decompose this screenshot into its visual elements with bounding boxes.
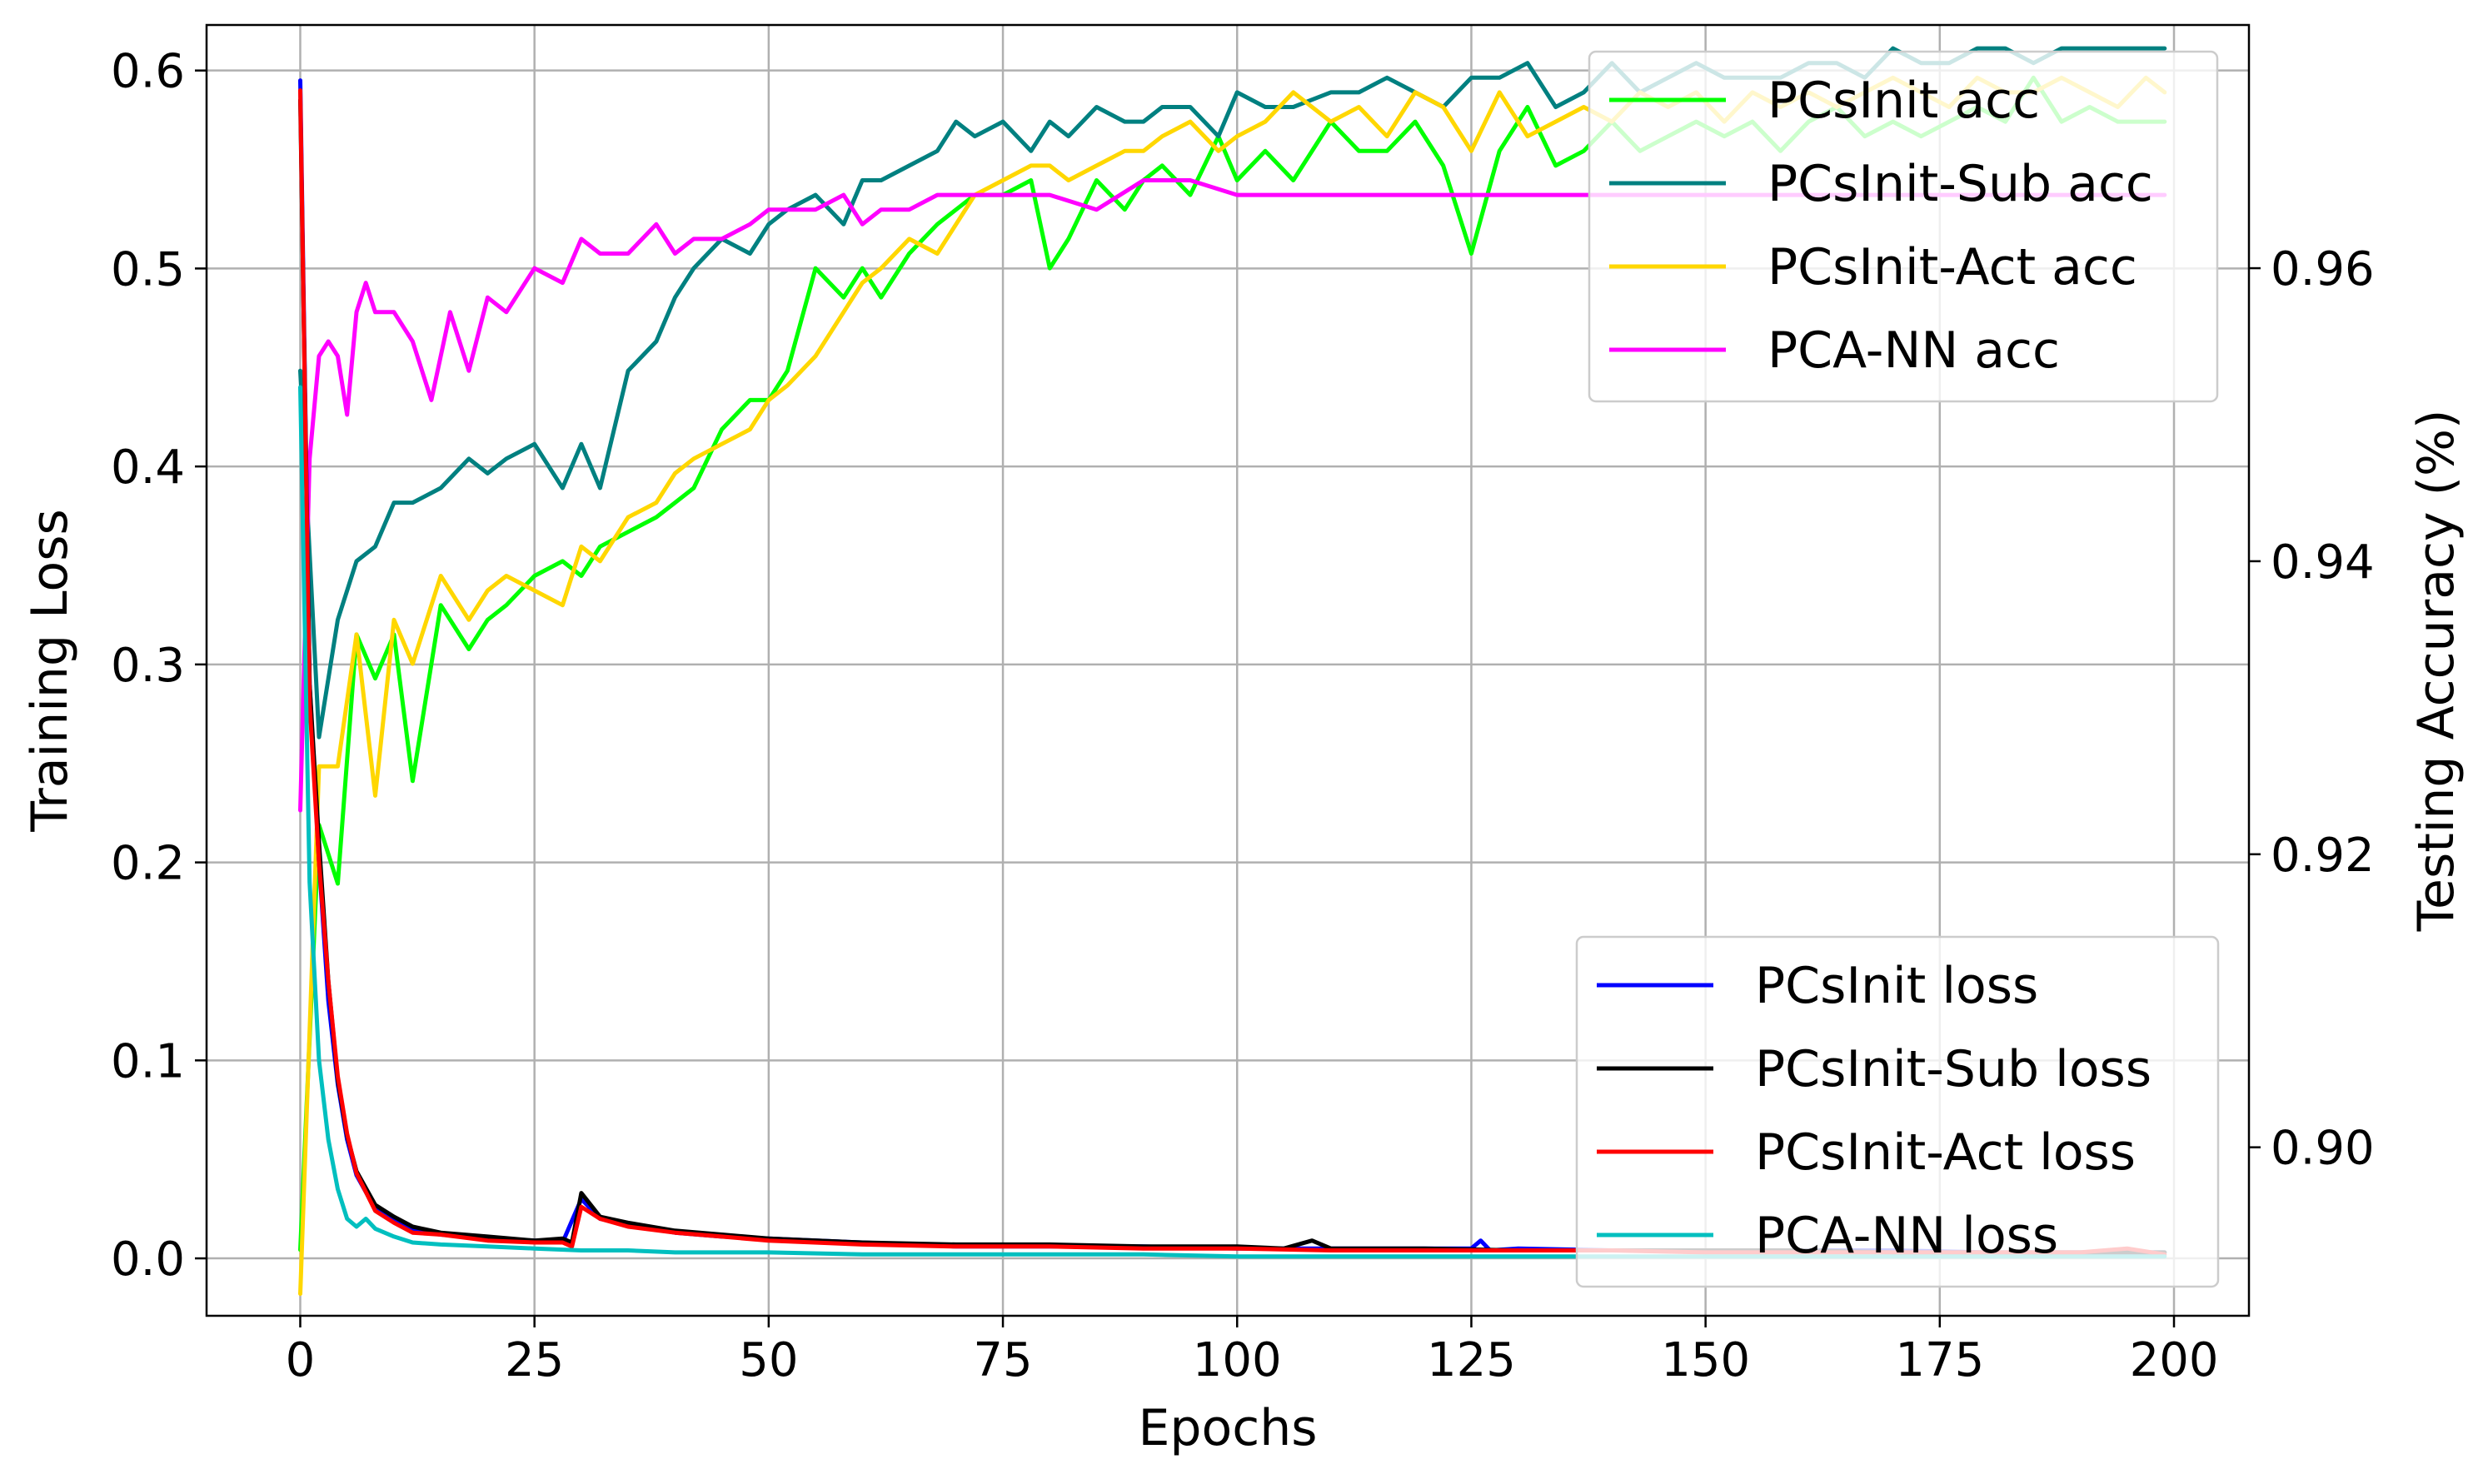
loss-legend: PCsInit loss PCsInit-Sub loss PCsInit-Act … <box>1575 935 2220 1288</box>
accuracy-legend: PCsInit acc PCsInit-Sub acc PCsInit-Act ac… <box>1588 50 2219 403</box>
y-tick-label: 0.1 <box>111 1034 185 1088</box>
x-tick-label: 0 <box>286 1333 316 1387</box>
plot-frame <box>205 23 2251 1317</box>
x-tick-label: 175 <box>1895 1333 1984 1387</box>
x-tick-label: 125 <box>1427 1333 1516 1387</box>
y-tick-label: 0.4 <box>111 441 185 495</box>
y-tick-label: 0.5 <box>111 242 185 296</box>
x-tick-label: 100 <box>1193 1333 1282 1387</box>
y-tick-label: 0.0 <box>111 1233 185 1287</box>
series-line-pca-nn-acc <box>298 178 2167 813</box>
y2-tick-label: 0.90 <box>2271 1122 2375 1176</box>
legend-label: PCA-NN loss <box>1755 1207 2058 1265</box>
y2-tick-label: 0.92 <box>2271 829 2375 883</box>
x-tick-label: 75 <box>973 1333 1032 1387</box>
legend-label: PCA-NN acc <box>1768 321 2060 380</box>
legend-frame <box>1575 935 2220 1288</box>
x-tick-label: 25 <box>505 1333 564 1387</box>
axis-ticks: 0 25 50 75 100 125 150 175 200 0.0 0.1 0.2 0.3 0.4 0.5… <box>111 45 2375 1387</box>
x-tick-label: 50 <box>739 1333 798 1387</box>
y-axis-title: Training Loss <box>21 509 79 832</box>
y-tick-label: 0.2 <box>111 837 185 891</box>
x-tick-label: 150 <box>1661 1333 1750 1387</box>
legend-label: PCsInit acc <box>1768 72 2040 130</box>
legend-label: PCsInit-Act loss <box>1755 1123 2136 1182</box>
legend-label: PCsInit loss <box>1755 957 2038 1015</box>
y-tick-label: 0.3 <box>111 639 185 693</box>
y2-axis-title: Testing Accuracy (%) <box>2407 410 2466 933</box>
legend-label: PCsInit-Act acc <box>1768 238 2137 296</box>
legend-frame <box>1588 50 2219 403</box>
y2-tick-label: 0.94 <box>2271 535 2375 590</box>
y-tick-label: 0.6 <box>111 45 185 99</box>
legend-label: PCsInit-Sub acc <box>1768 155 2153 213</box>
x-tick-label: 200 <box>2130 1333 2219 1387</box>
x-axis-title: Epochs <box>1139 1399 1318 1457</box>
legend-label: PCsInit-Sub loss <box>1755 1040 2151 1098</box>
y2-tick-label: 0.96 <box>2271 242 2375 296</box>
